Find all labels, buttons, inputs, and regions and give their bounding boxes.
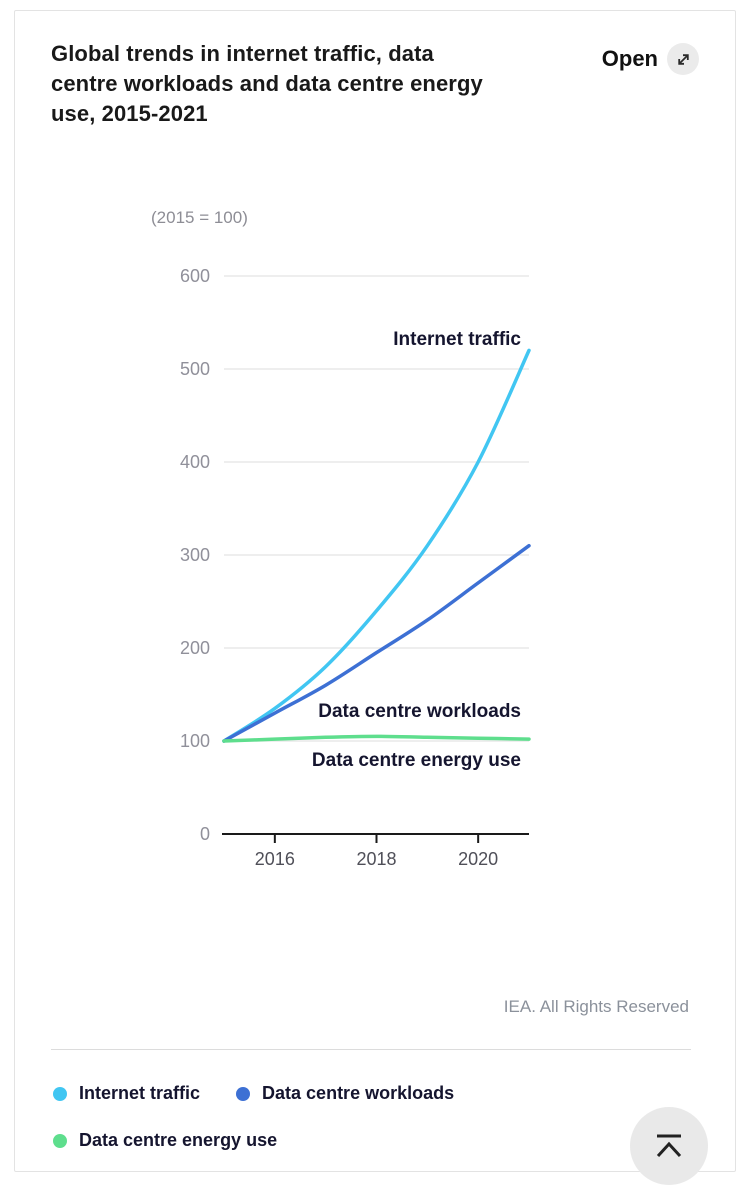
series-line-internet-traffic	[222, 348, 531, 743]
legend-dot-data-centre-energy-use	[53, 1133, 67, 1148]
y-tick-label: 400	[180, 452, 210, 472]
y-tick-label: 600	[180, 266, 210, 286]
chart-plot: 0 100 200 300 400 500 600 2016 2018 2020	[180, 266, 531, 869]
x-tick-label: 2016	[255, 849, 295, 869]
copyright-text: IEA. All Rights Reserved	[503, 997, 689, 1016]
legend-label-internet-traffic: Internet traffic	[79, 1083, 201, 1103]
chart-title: Global trends in internet traffic, data …	[51, 41, 483, 126]
series-annotation-data-centre-energy-use: Data centre energy use	[311, 750, 521, 771]
chart-legend: Internet traffic Data centre workloads D…	[53, 1083, 613, 1177]
legend-item-internet-traffic[interactable]: Internet traffic	[53, 1083, 200, 1104]
legend-label-data-centre-workloads: Data centre workloads	[262, 1083, 455, 1103]
y-tick-label: 100	[180, 731, 210, 751]
x-tick-label: 2020	[458, 849, 498, 869]
legend-dot-internet-traffic	[53, 1086, 67, 1101]
y-tick-label: 0	[200, 824, 210, 844]
x-tick-label: 2018	[356, 849, 396, 869]
legend-dot-data-centre-workloads	[236, 1086, 251, 1101]
y-tick-label: 300	[180, 545, 210, 565]
series-annotation-data-centre-workloads: Data centre workloads	[318, 701, 521, 722]
y-tick-label: 500	[180, 359, 210, 379]
series-annotation-internet-traffic: Internet traffic	[393, 329, 521, 350]
y-tick-label: 200	[180, 638, 210, 658]
expand-icon[interactable]	[667, 43, 699, 75]
legend-row: Internet traffic Data centre workloads	[53, 1083, 613, 1104]
scroll-to-top-icon	[656, 1134, 682, 1158]
legend-divider	[51, 1049, 691, 1050]
legend-label-data-centre-energy-use: Data centre energy use	[79, 1130, 278, 1150]
chart-card: Global trends in internet traffic, data …	[14, 10, 736, 1185]
series-line-data-centre-energy-use	[222, 734, 531, 743]
chart-unit-note: (2015 = 100)	[151, 208, 248, 227]
scroll-to-top-button[interactable]	[630, 1107, 708, 1185]
open-button[interactable]: Open	[602, 43, 699, 75]
legend-item-data-centre-workloads[interactable]: Data centre workloads	[236, 1083, 454, 1104]
open-button-label: Open	[601, 46, 658, 71]
legend-row: Data centre energy use	[53, 1130, 613, 1151]
legend-item-data-centre-energy-use[interactable]: Data centre energy use	[53, 1130, 277, 1151]
series-line-data-centre-workloads	[222, 543, 531, 743]
